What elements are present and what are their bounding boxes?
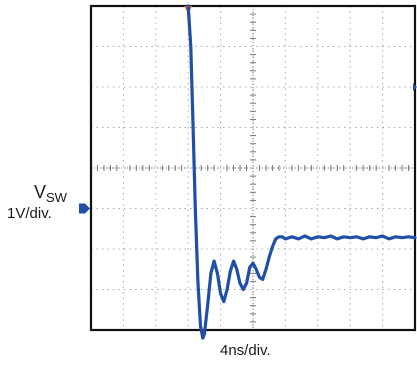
y-axis-label-subscript: SW	[46, 190, 67, 205]
y-axis-scale-label: 1V/div.	[7, 205, 52, 222]
plot-frame	[89, 4, 417, 332]
grid	[91, 6, 415, 330]
vsw-trace	[186, 4, 417, 340]
ground-reference-marker	[79, 203, 90, 214]
markers	[79, 6, 417, 214]
trigger-level-marker	[413, 83, 417, 91]
y-axis-label-main: V	[34, 182, 47, 202]
y-axis-label: VSW	[34, 182, 67, 205]
x-axis-scale-label: 4ns/div.	[220, 342, 271, 359]
